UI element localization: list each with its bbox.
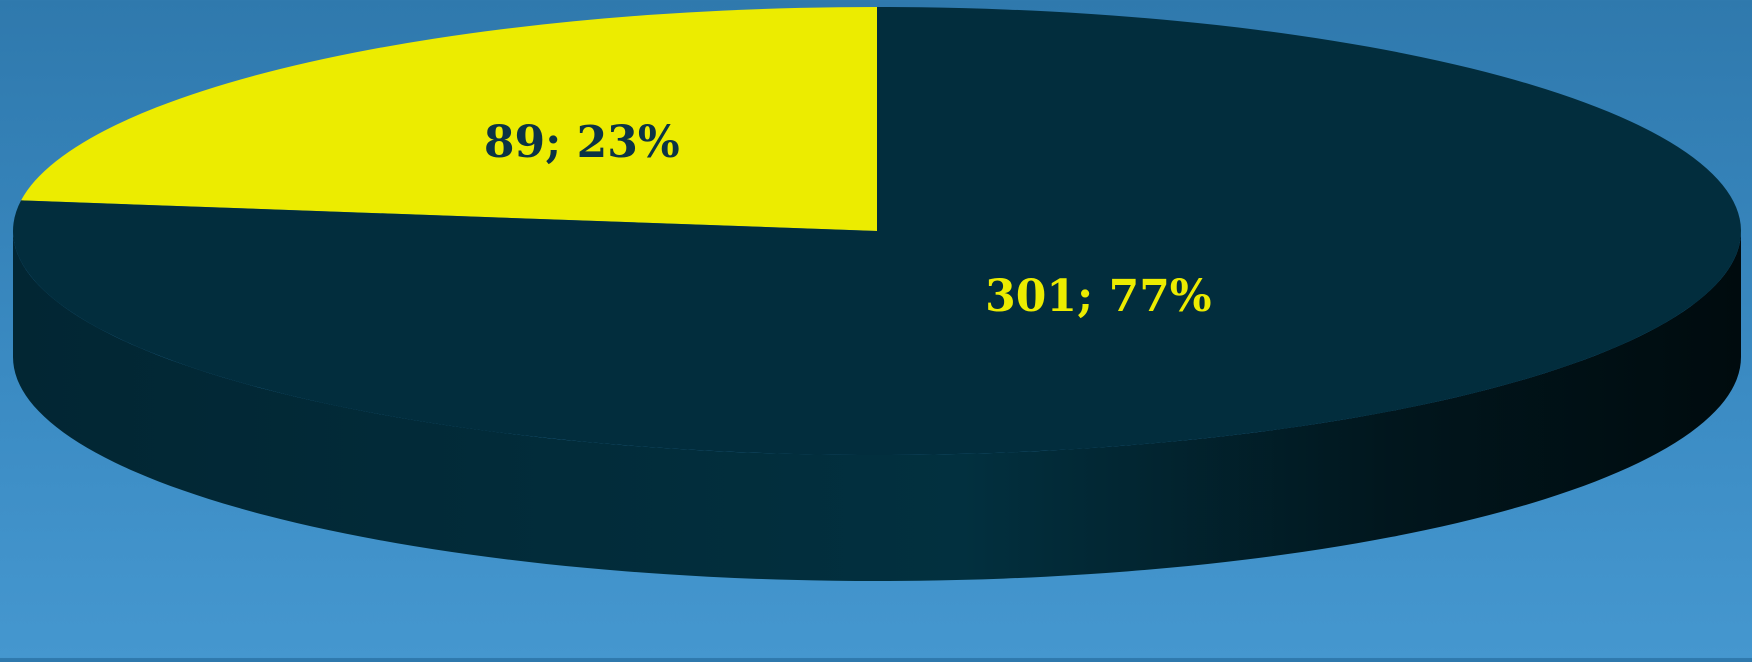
pie-slice-301 — [13, 7, 1742, 455]
slice-label-301: 301; 77% — [985, 271, 1211, 322]
pie-slice-89 — [21, 7, 877, 231]
pie-labels: 89; 23% 301; 77% — [484, 117, 1212, 322]
pie-side-wall — [13, 231, 1741, 581]
pie-slices — [13, 7, 1742, 455]
slice-label-89: 89; 23% — [484, 117, 680, 168]
